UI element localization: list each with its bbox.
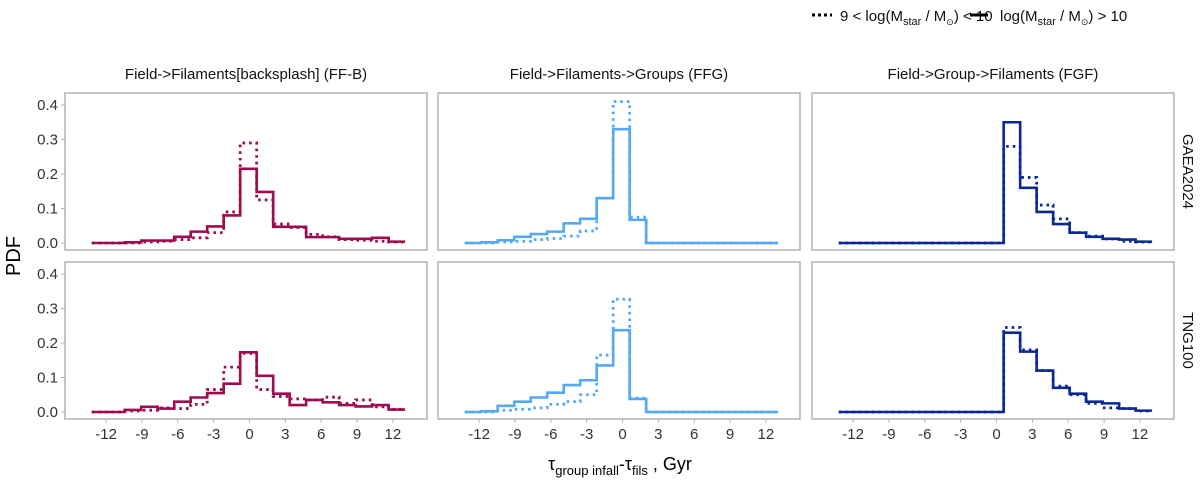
x-tick-label: 0 bbox=[245, 426, 253, 443]
x-tick-label: 6 bbox=[1064, 426, 1072, 443]
row-strip-label: GAEA2024 bbox=[1179, 134, 1196, 209]
x-tick-label: -9 bbox=[508, 426, 521, 443]
y-tick-label: 0.2 bbox=[37, 335, 58, 352]
series-solid-tng100-col3 bbox=[838, 331, 1153, 414]
panel-title: Field->Group->Filaments (FGF) bbox=[888, 66, 1099, 83]
x-tick-label: 9 bbox=[726, 426, 734, 443]
legend-label-dotted: 9 < log(Mstar / M⊙) < 10 bbox=[840, 8, 993, 28]
x-tick-label: 9 bbox=[1100, 426, 1108, 443]
panel-frame bbox=[437, 261, 801, 420]
panel-title: Field->Filaments->Groups (FFG) bbox=[510, 66, 728, 83]
series-dotted-gaea2024-col1 bbox=[91, 141, 406, 245]
x-tick-label: 9 bbox=[353, 426, 361, 443]
x-tick-label: 6 bbox=[317, 426, 325, 443]
x-axis-label: τgroup infall-τfils , Gyr bbox=[548, 454, 692, 478]
x-tick-label: -12 bbox=[842, 426, 864, 443]
x-tick-label: 3 bbox=[1028, 426, 1036, 443]
x-tick-label: -12 bbox=[468, 426, 490, 443]
panel-frame bbox=[811, 261, 1175, 420]
series-solid-tng100-col2 bbox=[464, 328, 779, 414]
series-dotted-tng100-col1 bbox=[91, 351, 406, 414]
y-tick-label: 0.3 bbox=[37, 132, 58, 149]
y-tick-label: 0.2 bbox=[37, 166, 58, 183]
legend-label-solid: log(Mstar / M⊙) > 10 bbox=[1000, 8, 1127, 28]
x-tick-label: -6 bbox=[918, 426, 931, 443]
y-tick-label: 0.0 bbox=[37, 404, 58, 421]
x-tick-label: 12 bbox=[1132, 426, 1149, 443]
y-tick-label: 0.0 bbox=[37, 235, 58, 252]
y-tick-label: 0.1 bbox=[37, 201, 58, 218]
x-tick-label: -9 bbox=[882, 426, 895, 443]
x-tick-label: -6 bbox=[544, 426, 557, 443]
x-tick-label: 0 bbox=[992, 426, 1000, 443]
series-solid-tng100-col1 bbox=[91, 351, 406, 414]
series-solid-gaea2024-col1 bbox=[91, 167, 406, 245]
x-tick-label: 3 bbox=[281, 426, 289, 443]
x-tick-label: 6 bbox=[690, 426, 698, 443]
panel-frame bbox=[64, 261, 428, 420]
series-solid-gaea2024-col3 bbox=[838, 120, 1153, 245]
series-dotted-gaea2024-col2 bbox=[464, 100, 779, 245]
panel-frame bbox=[811, 92, 1175, 251]
y-tick-label: 0.4 bbox=[37, 97, 58, 114]
x-tick-label: 12 bbox=[758, 426, 775, 443]
panel-title: Field->Filaments[backsplash] (FF-B) bbox=[125, 66, 367, 83]
y-tick-label: 0.1 bbox=[37, 370, 58, 387]
x-tick-label: 0 bbox=[618, 426, 626, 443]
x-tick-label: -12 bbox=[95, 426, 117, 443]
y-tick-label: 0.4 bbox=[37, 266, 58, 283]
x-tick-label: -3 bbox=[580, 426, 593, 443]
x-tick-label: -6 bbox=[171, 426, 184, 443]
series-dotted-tng100-col3 bbox=[838, 326, 1153, 414]
x-tick-label: -3 bbox=[954, 426, 967, 443]
x-tick-label: 12 bbox=[385, 426, 402, 443]
series-solid-gaea2024-col2 bbox=[464, 127, 779, 245]
panel-frame bbox=[64, 92, 428, 251]
x-tick-label: -3 bbox=[207, 426, 220, 443]
series-dotted-gaea2024-col3 bbox=[838, 145, 1153, 245]
y-tick-label: 0.3 bbox=[37, 301, 58, 318]
x-tick-label: -9 bbox=[135, 426, 148, 443]
x-tick-label: 3 bbox=[654, 426, 662, 443]
series-dotted-tng100-col2 bbox=[464, 297, 779, 414]
panel-frame bbox=[437, 92, 801, 251]
legend: 9 < log(Mstar / M⊙) < 10 log(Mstar / M⊙)… bbox=[812, 8, 1127, 28]
y-axis-label: PDF bbox=[3, 236, 25, 276]
row-strip-label: TNG100 bbox=[1179, 312, 1196, 369]
